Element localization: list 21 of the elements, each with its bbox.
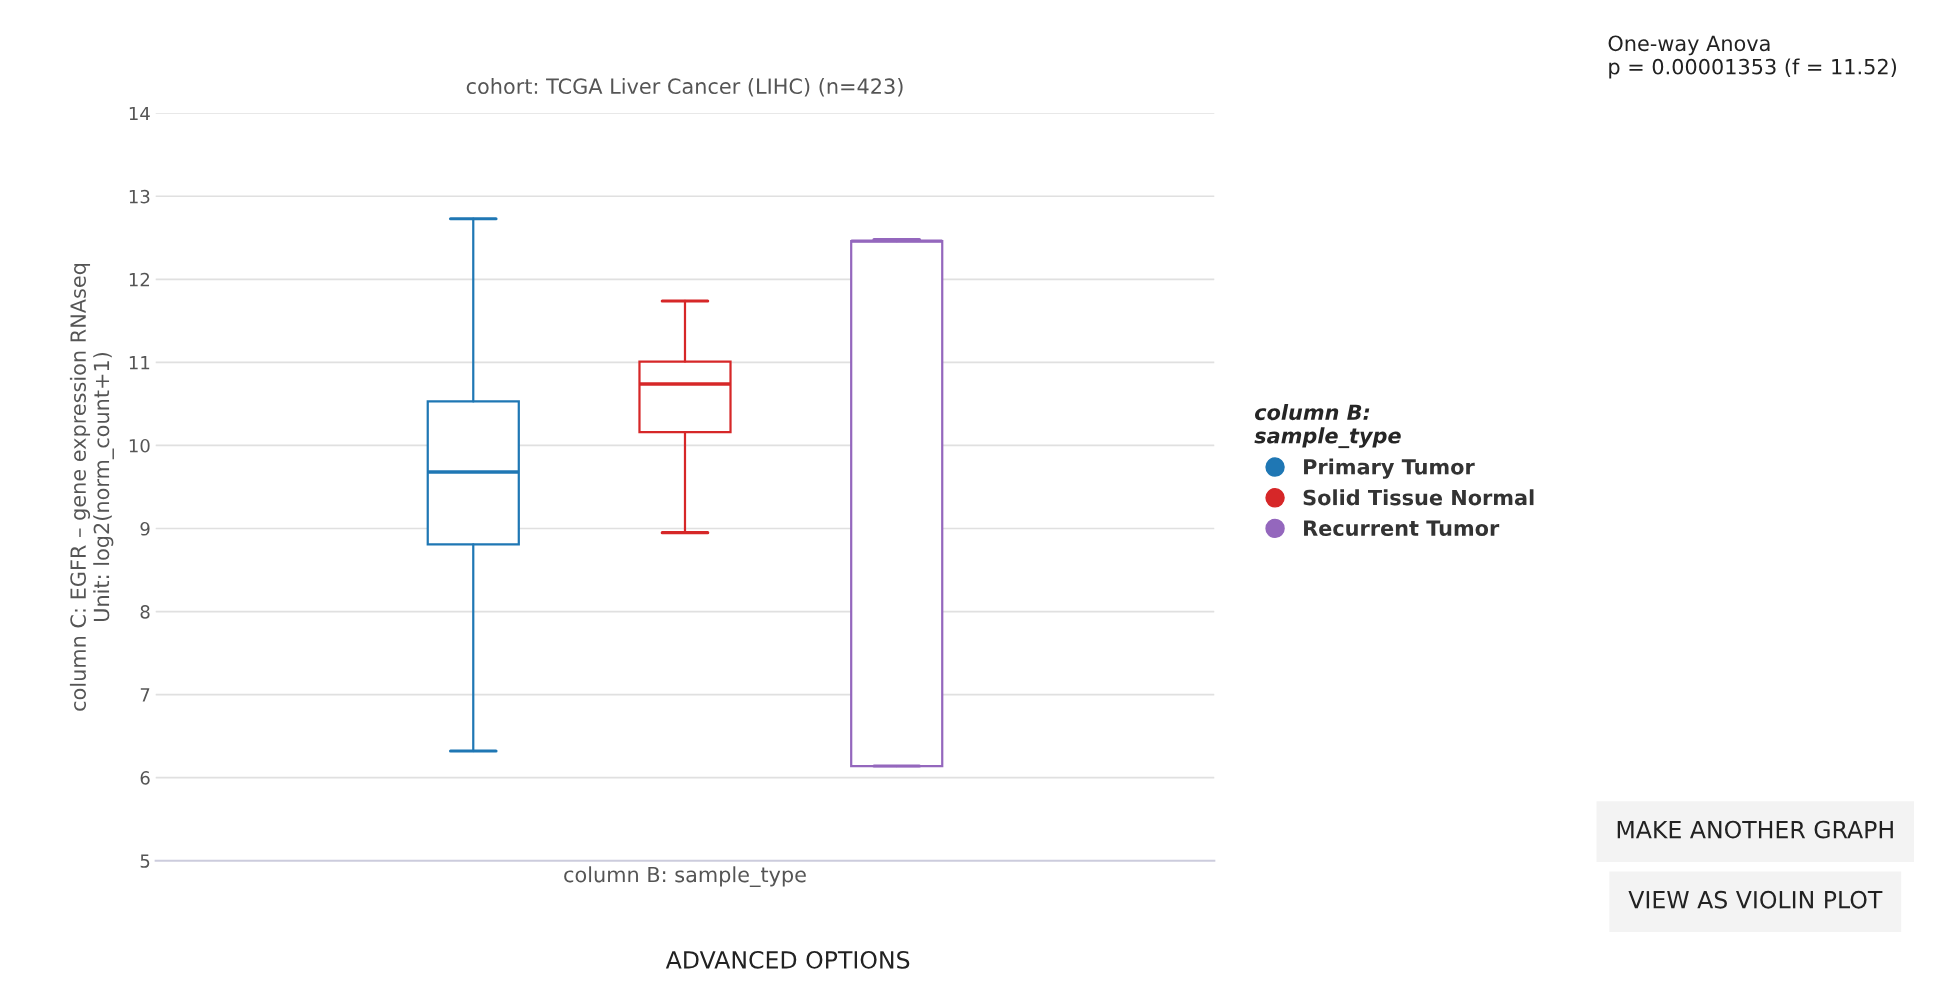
y-tick-label: 11 (129, 356, 150, 370)
legend-label: Solid Tissue Normal (1303, 489, 1534, 506)
y-tick-label: 13 (129, 189, 150, 204)
text: One-way Anova p = 0.00001353 (f = 11.52) (1608, 35, 1896, 79)
y-tick-label: 8 (140, 605, 150, 619)
legend-title: column B: sample_type (1254, 404, 1401, 449)
y-tick-label: 5 (140, 854, 150, 868)
chart-title: cohort: TCGA Liver Cancer (LIHC) (n=423) (466, 77, 903, 97)
text: ADVANCED OPTIONS (665, 950, 910, 969)
y-tick-label: 9 (140, 521, 150, 536)
legend-label: Primary Tumor (1304, 458, 1475, 479)
text: VIEW AS VIOLIN PLOT (1628, 890, 1883, 909)
y-tick-label: 10 (129, 438, 150, 453)
y-tick-label: 6 (140, 771, 150, 785)
y-tick-label: 12 (129, 272, 150, 287)
text: MAKE ANOTHER GRAPH (1617, 820, 1893, 839)
y-tick-label: 7 (140, 688, 150, 702)
y-axis-title: column C: EGFR – gene expression RNAseq Unit: log2(norm_count+1) (69, 263, 114, 711)
legend-label: Recurrent Tumor (1304, 520, 1500, 536)
y-tick-label: 14 (129, 106, 150, 121)
x-axis-title: column B: sample_type (564, 866, 806, 888)
